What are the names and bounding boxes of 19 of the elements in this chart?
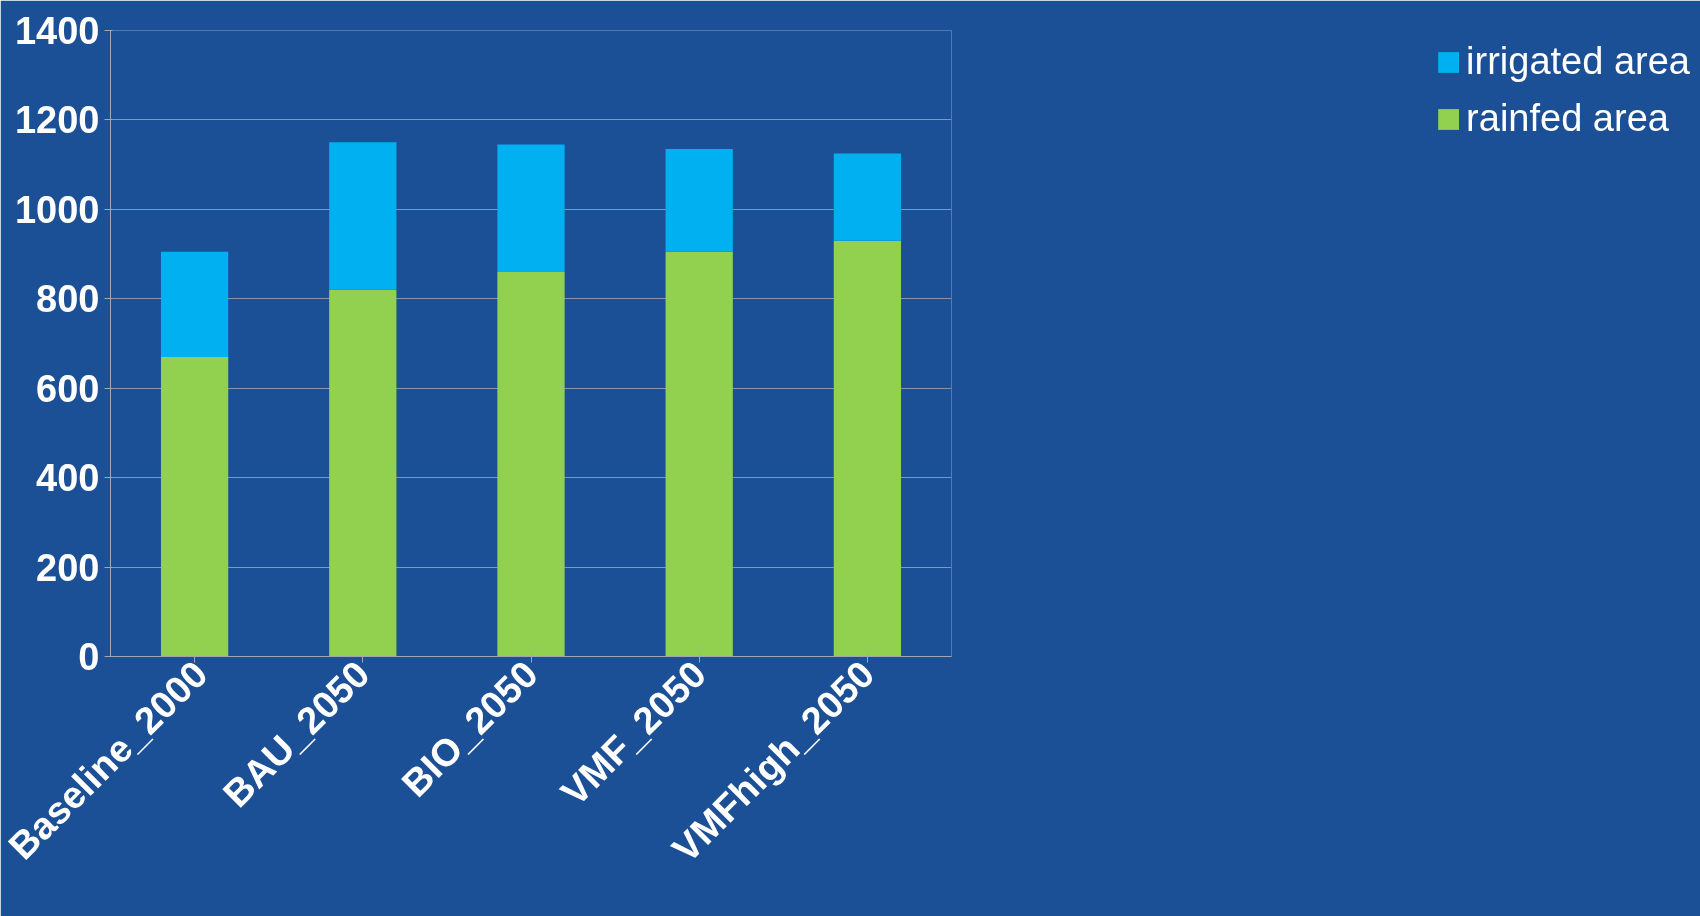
bar [833,240,902,657]
legend-label: irrigated area [1466,40,1690,83]
bar [665,148,733,252]
bar [160,356,229,657]
y-tick-label: 1400 [14,10,100,52]
y-tick-label: 1000 [14,188,100,231]
y-tick-label: 800 [36,278,100,321]
bar [665,251,733,657]
bar [497,271,565,657]
bar [160,251,229,357]
legend-label: rainfed area [1466,97,1669,140]
bar [329,289,397,657]
bar [497,144,565,272]
y-tick-label: 200 [36,546,100,589]
bar [329,142,397,290]
y-tick-label: 1200 [14,99,100,142]
y-tick-label: 600 [36,367,100,410]
bar [833,153,902,241]
y-tick-label: 400 [36,457,100,500]
